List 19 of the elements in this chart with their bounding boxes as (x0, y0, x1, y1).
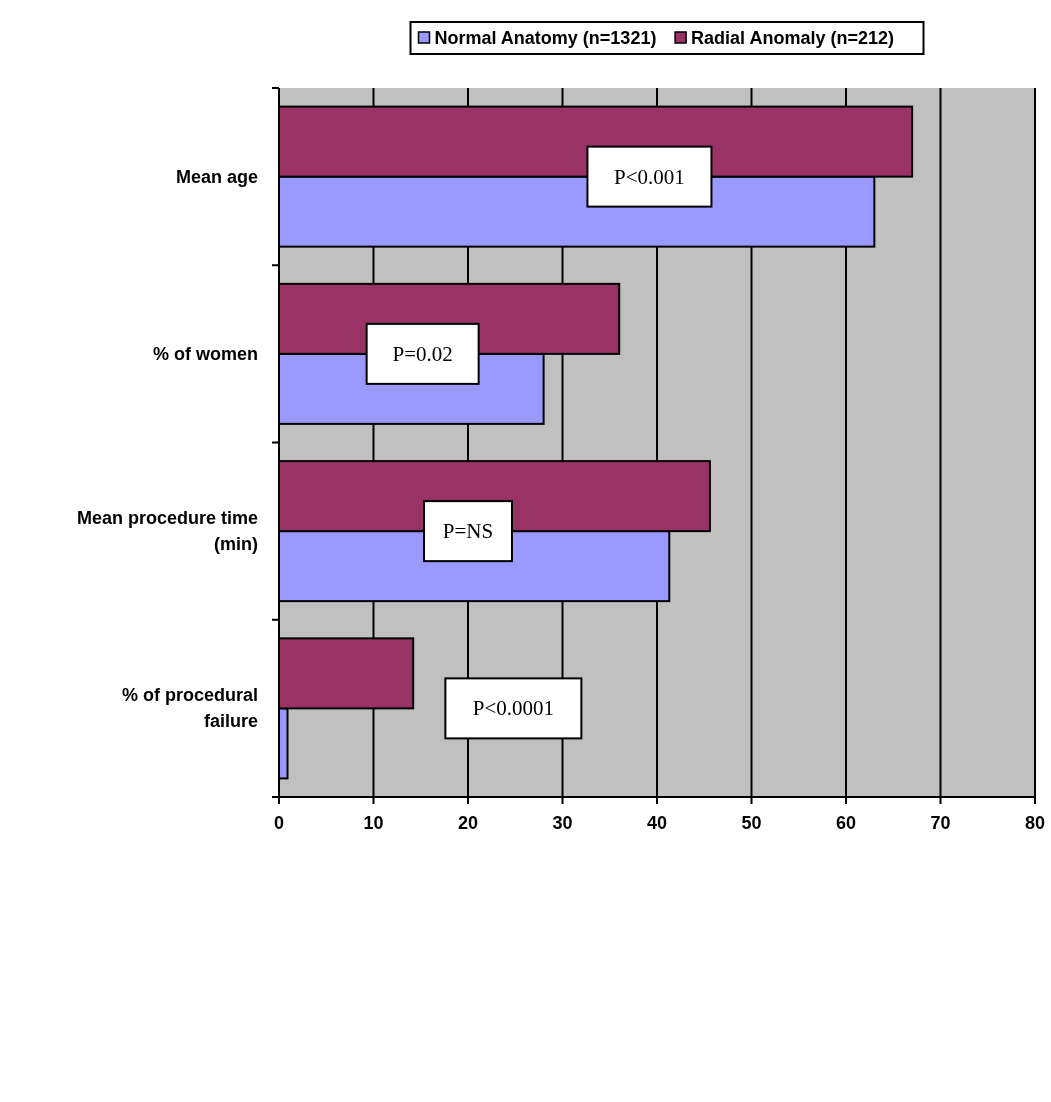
y-tick-label: Mean age (175, 166, 258, 187)
x-tick-label: 20 (457, 813, 479, 833)
x-tick-label: 30 (552, 813, 573, 833)
x-tick-label: 80 (1024, 813, 1046, 833)
x-tick-label: 70 (930, 813, 951, 833)
x-tick-label: 60 (835, 813, 857, 833)
annotation: P<0.001 (614, 164, 685, 189)
y-tick-label: % of procedural failure (121, 685, 258, 732)
annotation: P=NS (442, 519, 494, 544)
x-tick-label: 50 (741, 813, 762, 833)
annotation: P<0.0001 (472, 696, 554, 721)
legend-label: Normal Anatomy (n=1321) (434, 28, 657, 48)
y-tick-label: Mean procedure time (min) (76, 508, 258, 555)
annotation: P=0.02 (392, 341, 453, 366)
legend-label: Radial Anomaly (n=212) (691, 28, 895, 48)
x-tick-label: 10 (363, 813, 384, 833)
x-tick-label: 0 (273, 813, 285, 833)
x-tick-label: 40 (646, 813, 668, 833)
y-tick-label: % of women (152, 343, 258, 364)
